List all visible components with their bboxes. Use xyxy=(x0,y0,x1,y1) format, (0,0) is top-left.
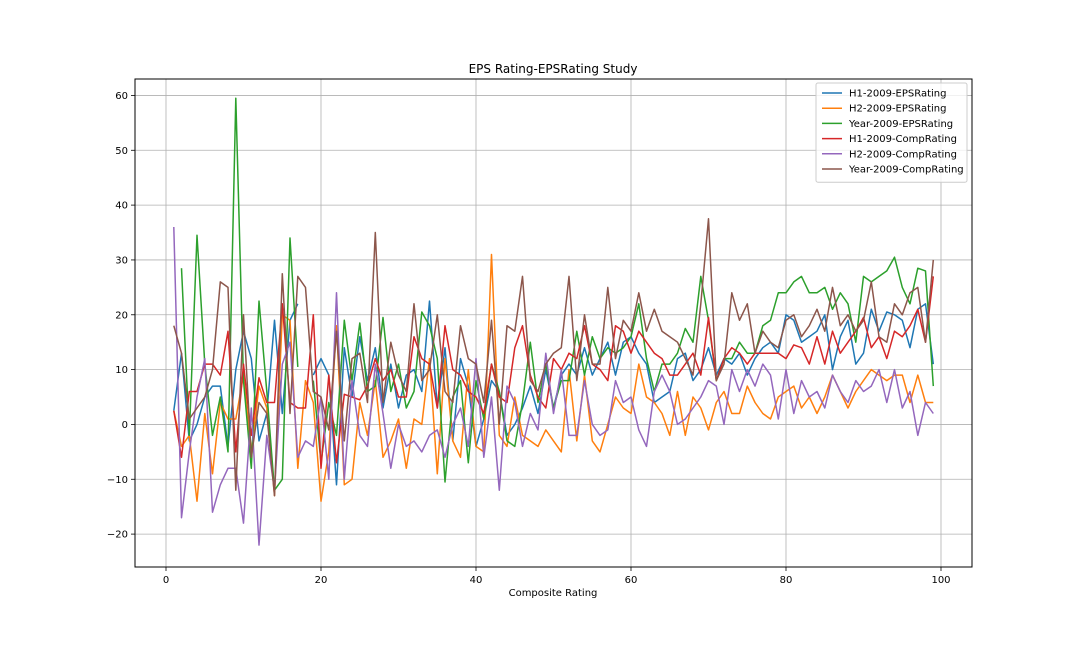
x-tick-label: 40 xyxy=(470,575,483,586)
x-axis-ticks: 0 20 40 60 80 100 xyxy=(163,567,951,586)
y-tick-label: 40 xyxy=(115,201,128,212)
series-line-5 xyxy=(173,226,934,546)
x-tick-label: 80 xyxy=(780,575,793,586)
x-tick-label: 0 xyxy=(163,575,169,586)
plot-area-frame xyxy=(134,78,973,568)
legend-label: Year-2009-CompRating xyxy=(848,165,964,176)
y-tick-label: 30 xyxy=(115,255,128,266)
y-axis-ticks: −20 −10 0 10 20 30 40 50 60 xyxy=(107,91,135,541)
x-axis-label: Composite Rating xyxy=(509,588,598,599)
series-lines xyxy=(173,97,935,546)
legend-label: H2-2009-EPSRating xyxy=(849,104,947,115)
x-tick-label: 60 xyxy=(625,575,638,586)
series-line-2 xyxy=(173,253,934,502)
y-tick-label: 50 xyxy=(115,146,128,157)
series-line-1 xyxy=(173,300,935,486)
series-line-4 xyxy=(173,276,935,470)
legend-label: Year-2009-EPSRating xyxy=(848,119,953,130)
legend-box xyxy=(815,82,968,183)
y-tick-label: −10 xyxy=(107,475,128,486)
series-line-6 xyxy=(173,218,935,497)
x-tick-label: 20 xyxy=(315,575,328,586)
legend-label: H2-2009-CompRating xyxy=(849,149,957,160)
y-tick-label: 10 xyxy=(115,365,128,376)
x-tick-label: 100 xyxy=(931,575,950,586)
chart-title: EPS Rating-EPSRating Study xyxy=(469,62,638,76)
y-tick-label: 20 xyxy=(115,310,128,321)
legend-label: H1-2009-CompRating xyxy=(849,134,957,145)
y-tick-label: 0 xyxy=(122,420,128,431)
y-tick-label: 60 xyxy=(115,91,128,102)
y-tick-label: −20 xyxy=(107,530,128,541)
legend: H1-2009-EPSRating H2-2009-EPSRating Year-2… xyxy=(815,82,968,183)
legend-label: H1-2009-EPSRating xyxy=(849,89,947,100)
